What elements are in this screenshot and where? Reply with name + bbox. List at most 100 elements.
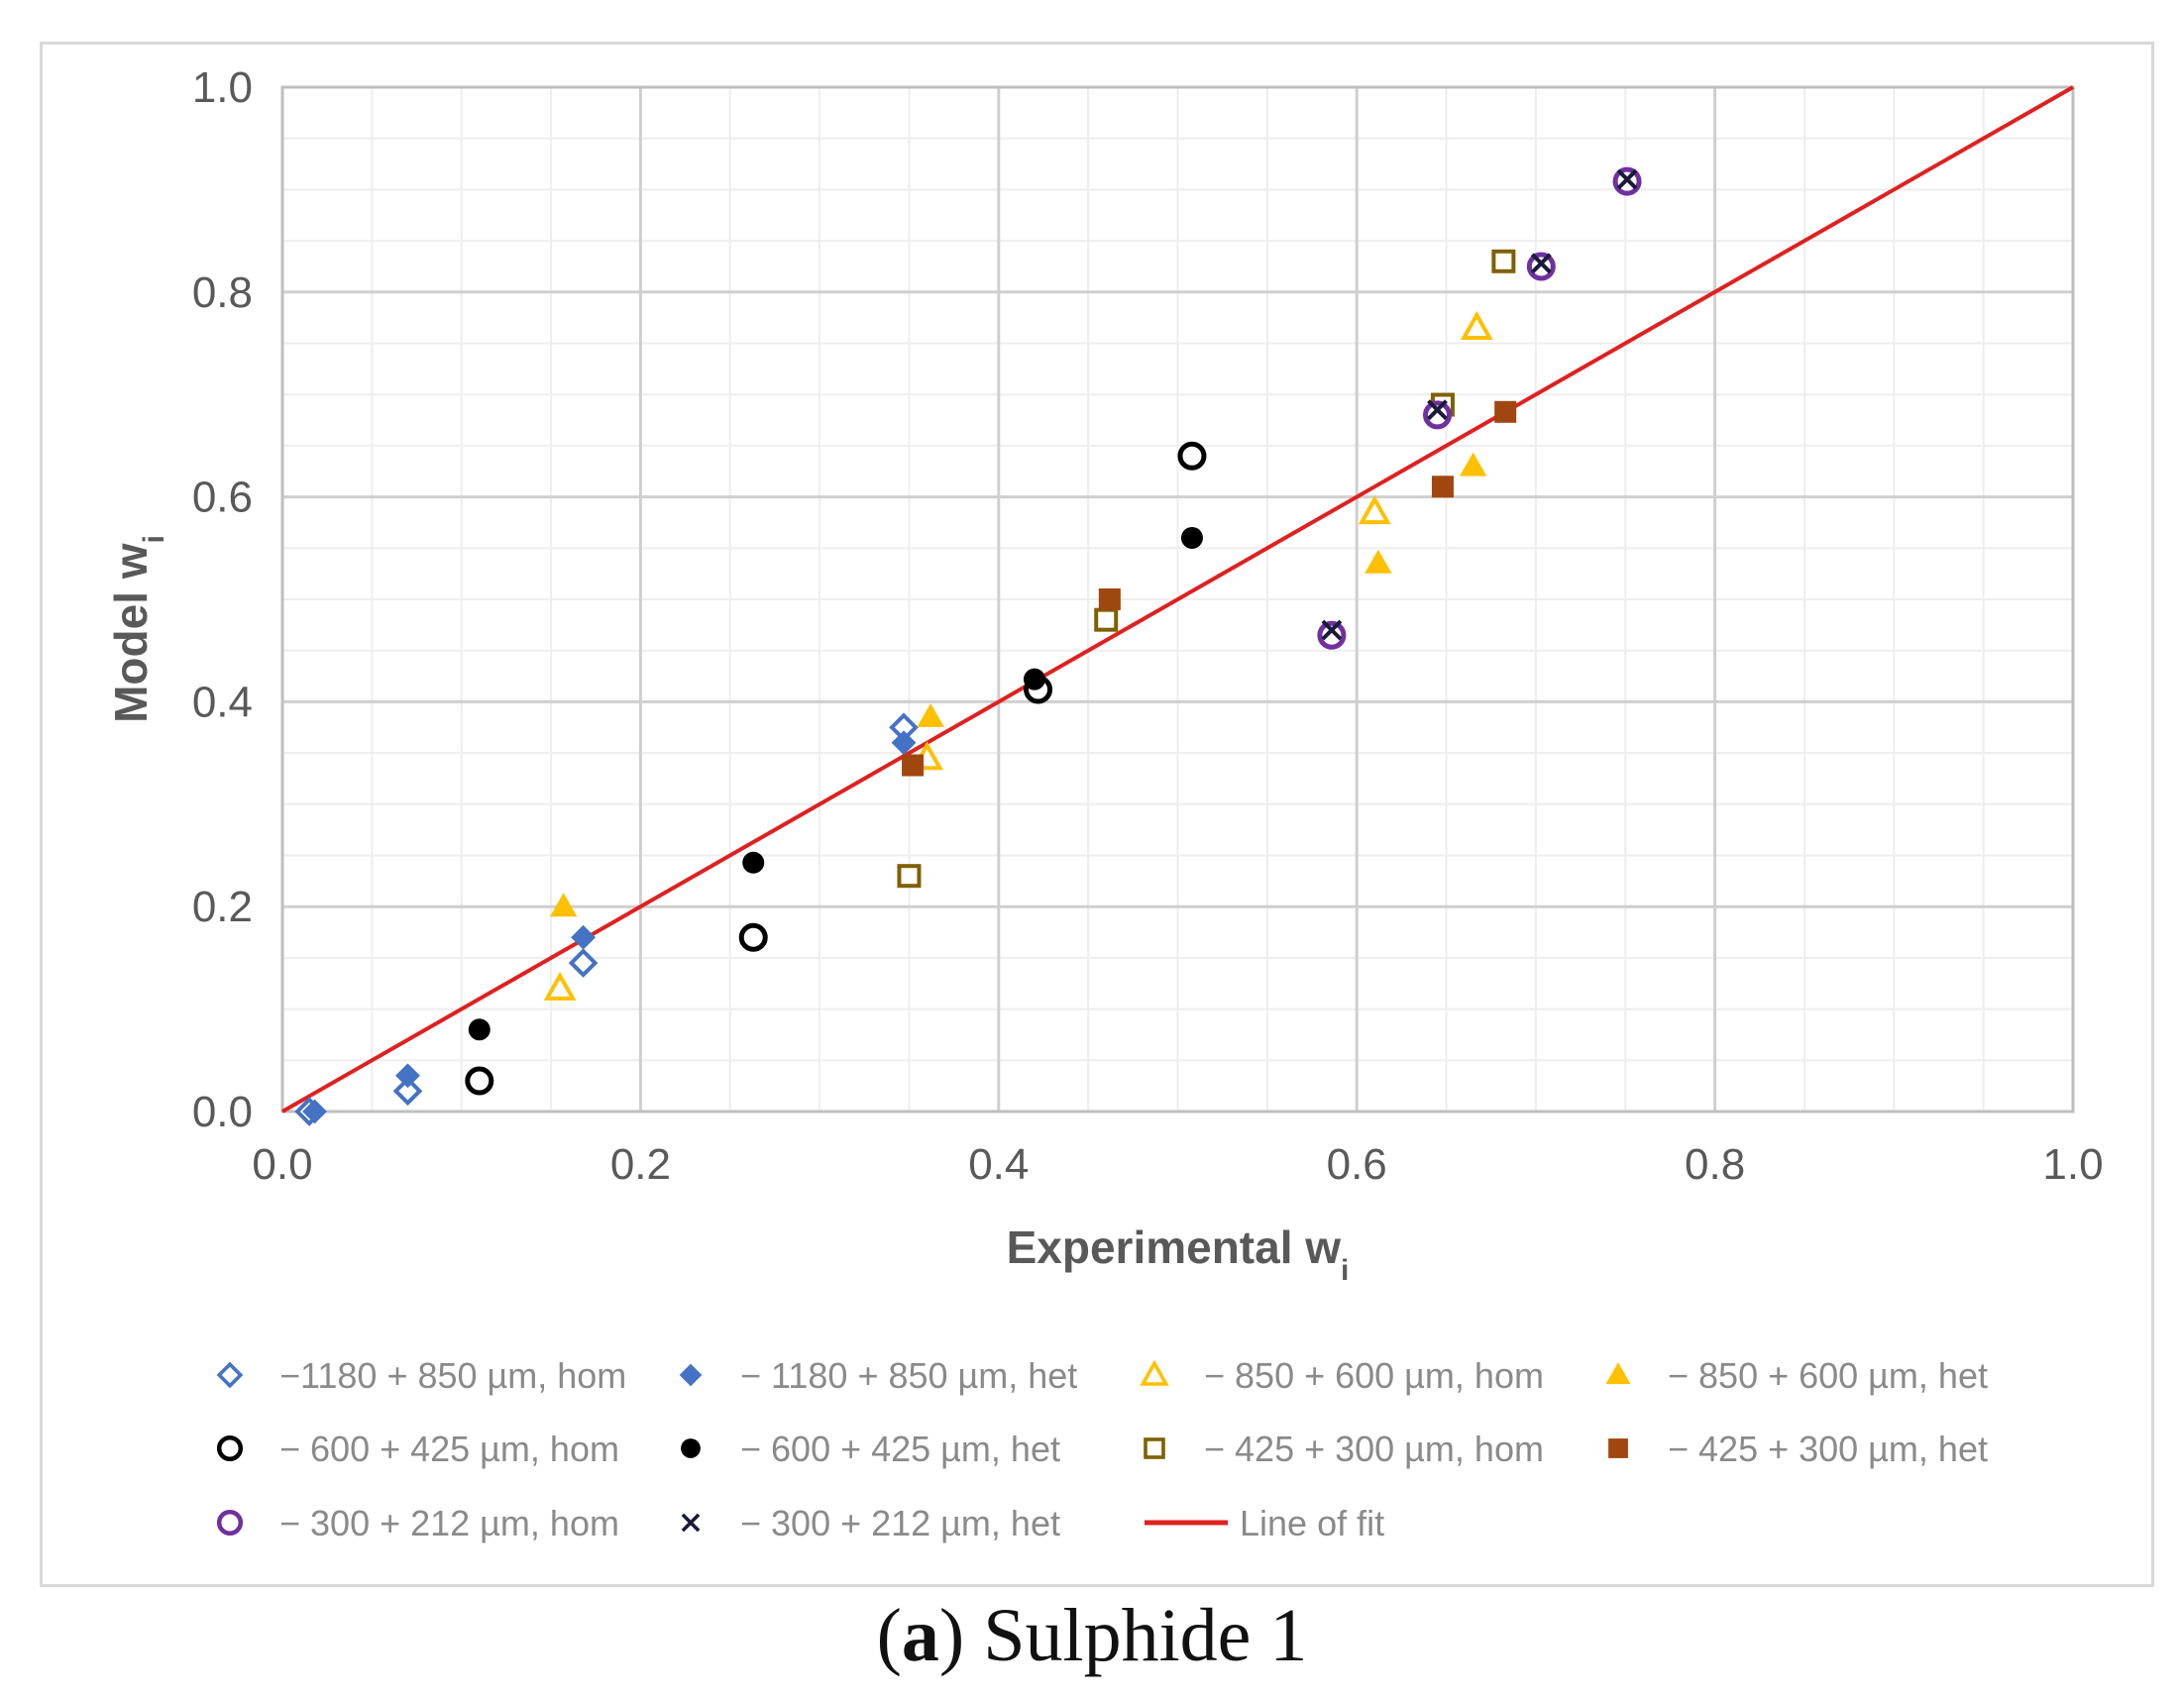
data-point (917, 702, 944, 727)
marker-shape (216, 1434, 244, 1462)
data-point (1460, 310, 1493, 340)
marker-shape (917, 702, 944, 727)
plot-area-border (280, 85, 2075, 1114)
marker-shape (1526, 252, 1556, 281)
y-tick-label: 0.0 (192, 1088, 253, 1136)
legend-marker (681, 1513, 701, 1533)
data-point (571, 924, 596, 950)
marker-shape (302, 1099, 327, 1124)
scatter-chart: 0.0 0.2 0.4 0.6 0.8 1.0 0.0 0.2 0.4 0.6 0.8 1.0 Exp… (105, 63, 2104, 1543)
data-point (1094, 607, 1119, 632)
marker-shape (216, 1509, 244, 1537)
marker-shape (1431, 476, 1454, 498)
marker-shape (738, 922, 768, 952)
marker-shape (742, 851, 765, 874)
y-tick-label: 0.6 (192, 474, 253, 522)
marker-shape (891, 730, 917, 756)
data-point (543, 971, 577, 1001)
chart-frame (40, 42, 2154, 1587)
marker-shape (216, 1361, 244, 1389)
data-point (468, 1018, 491, 1041)
marker-shape (1321, 619, 1343, 641)
data-point (1177, 441, 1207, 471)
marker-shape (1460, 310, 1493, 340)
legend-entry: − 850 + 600 µm, hom (1140, 1355, 1544, 1396)
legend-label: − 425 + 300 µm, het (1668, 1429, 1988, 1469)
legend-marker (216, 1361, 244, 1389)
data-point (1494, 400, 1517, 423)
tick-labels: 0.0 0.2 0.4 0.6 0.8 1.0 0.0 0.2 0.4 0.6 0.8 1.0 (192, 63, 2104, 1189)
legend-marker (1144, 1437, 1165, 1459)
x-tick-label: 0.4 (968, 1140, 1029, 1189)
marker-shape (568, 948, 599, 978)
data-point (1317, 620, 1347, 650)
x-tick-label: 0.2 (610, 1140, 671, 1189)
marker-shape (1098, 588, 1121, 610)
legend-entry: − 300 + 212 µm, het (681, 1503, 1060, 1543)
legend-marker (1605, 1362, 1631, 1385)
legend-label: Line of fit (1240, 1503, 1384, 1543)
data-point (1098, 588, 1121, 610)
marker-shape (1491, 249, 1516, 273)
data-point (1358, 495, 1391, 525)
marker-shape (468, 1018, 491, 1041)
x-tick-label: 1.0 (2042, 1140, 2103, 1189)
marker-shape (1177, 441, 1207, 471)
legend-marker (216, 1434, 244, 1462)
marker-shape (465, 1066, 494, 1096)
legend: −1180 + 850 µm, hom − 1180 + 850 µm, het −… (216, 1355, 1988, 1543)
marker-shape (1317, 620, 1347, 650)
marker-shape (1616, 168, 1638, 190)
legend-entry: −1180 + 850 µm, hom (216, 1355, 626, 1396)
legend-entry: − 850 + 600 µm, het (1605, 1355, 1988, 1396)
data-point (1023, 668, 1045, 690)
marker-shape (897, 864, 922, 889)
marker-shape (681, 1438, 701, 1458)
x-axis-title-subscript: i (1341, 1254, 1349, 1287)
y-tick-label: 0.4 (192, 678, 253, 726)
data-point (392, 1076, 423, 1107)
data-point (395, 1063, 420, 1089)
figure-caption: (a) Sulphide 1 (876, 1594, 1308, 1677)
data-point (738, 922, 768, 952)
data-point (1321, 619, 1343, 641)
data-point (1459, 452, 1487, 477)
marker-shape (395, 1063, 420, 1089)
y-tick-label: 0.2 (192, 883, 253, 931)
data-point (897, 864, 922, 889)
marker-shape (543, 971, 577, 1001)
data-point (1431, 476, 1454, 498)
legend-marker (679, 1363, 703, 1387)
marker-shape (549, 893, 578, 917)
y-axis-title: Model wi (105, 535, 170, 723)
marker-shape (1530, 253, 1552, 274)
y-tick-label: 1.0 (192, 63, 253, 112)
marker-shape (571, 924, 596, 950)
legend-marker (1140, 1359, 1169, 1386)
marker-shape (392, 1076, 423, 1107)
marker-shape (1459, 452, 1487, 477)
data-point (549, 893, 578, 917)
legend-marker (216, 1509, 244, 1537)
data-point (302, 1099, 327, 1124)
legend-entry: − 600 + 425 µm, hom (216, 1429, 619, 1469)
x-tick-label: 0.0 (252, 1140, 312, 1189)
data-point (1526, 252, 1556, 281)
legend-label: − 850 + 600 µm, het (1668, 1355, 1988, 1396)
marker-shape (1023, 668, 1045, 690)
legend-label: − 300 + 212 µm, het (740, 1503, 1060, 1543)
marker-shape (679, 1363, 703, 1387)
data-point (1180, 526, 1203, 549)
legend-label: − 300 + 212 µm, hom (279, 1503, 619, 1543)
marker-shape (1180, 526, 1203, 549)
legend-label: − 425 + 300 µm, hom (1204, 1429, 1544, 1469)
y-axis-title-subscript: i (138, 535, 170, 543)
marker-shape (1423, 400, 1453, 430)
marker-shape (681, 1513, 701, 1533)
data-point (891, 730, 917, 756)
data-point (1530, 253, 1552, 274)
legend-entry: − 425 + 300 µm, hom (1144, 1429, 1544, 1469)
legend-entry: − 300 + 212 µm, hom (216, 1503, 619, 1543)
legend-entry: − 600 + 425 µm, het (681, 1429, 1060, 1469)
marker-shape (1427, 399, 1448, 421)
